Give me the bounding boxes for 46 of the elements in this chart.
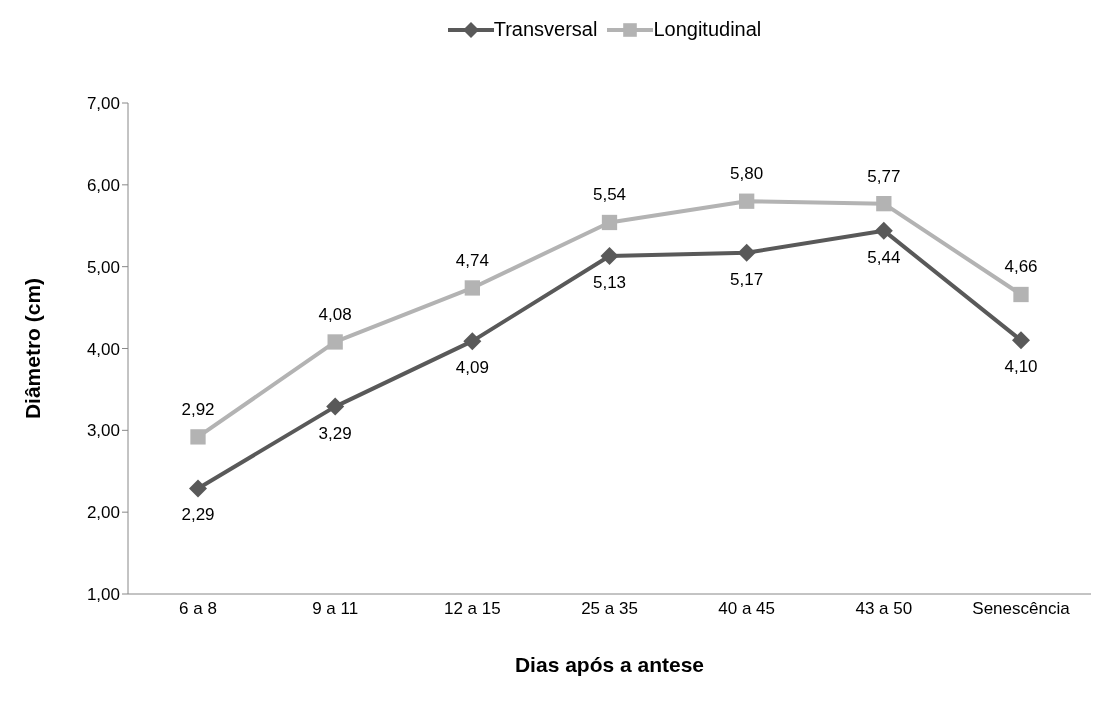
legend-label: Transversal <box>492 18 598 41</box>
data-label: 4,74 <box>455 250 489 270</box>
y-tick-label: 2,00 <box>86 503 120 523</box>
y-tick-label: 4,00 <box>86 339 120 359</box>
point <box>189 479 207 498</box>
data-label: 5,44 <box>867 247 901 267</box>
y-tick-label: 7,00 <box>86 94 120 114</box>
point <box>327 334 343 350</box>
y-tick-label: 3,00 <box>86 421 120 441</box>
legend-label: Longitudinal <box>652 18 762 41</box>
x-tick-label: 6 a 8 <box>179 599 217 619</box>
data-label: 2,92 <box>181 399 215 419</box>
x-tick-label: 25 a 35 <box>581 599 638 619</box>
y-axis-title: Diâmetro (cm) <box>21 277 45 420</box>
point <box>601 214 618 231</box>
data-label: 4,09 <box>455 358 489 378</box>
point <box>190 429 206 445</box>
x-tick-label: 9 a 11 <box>312 599 359 619</box>
data-label: 5,80 <box>730 164 764 184</box>
x-tick-label: 12 a 15 <box>443 599 501 619</box>
point <box>600 247 619 266</box>
point <box>1013 286 1029 303</box>
data-label: 5,17 <box>730 269 764 289</box>
y-tick-label: 1,00 <box>86 585 120 605</box>
x-tick-label: 43 a 50 <box>855 599 913 619</box>
y-tick-label: 6,00 <box>86 175 120 195</box>
point <box>326 397 345 416</box>
data-label: 2,29 <box>181 505 215 525</box>
x-tick-label: Senescência <box>972 599 1071 619</box>
point <box>874 221 893 240</box>
x-tick-label: 40 a 45 <box>718 599 776 619</box>
point <box>876 196 892 212</box>
data-label: 4,10 <box>1004 357 1038 377</box>
data-label: 3,29 <box>318 423 352 443</box>
point <box>464 280 480 296</box>
x-axis-title: Dias após a antese <box>514 653 705 676</box>
data-label: 5,77 <box>867 166 901 186</box>
data-label: 4,08 <box>318 304 352 324</box>
data-label: 4,66 <box>1004 257 1038 277</box>
data-label: 5,13 <box>592 273 627 293</box>
data-label: 5,54 <box>592 185 627 205</box>
point <box>1012 331 1030 350</box>
point <box>737 243 756 262</box>
point <box>739 193 755 209</box>
y-tick-label: 5,00 <box>86 257 120 277</box>
point <box>463 332 482 351</box>
